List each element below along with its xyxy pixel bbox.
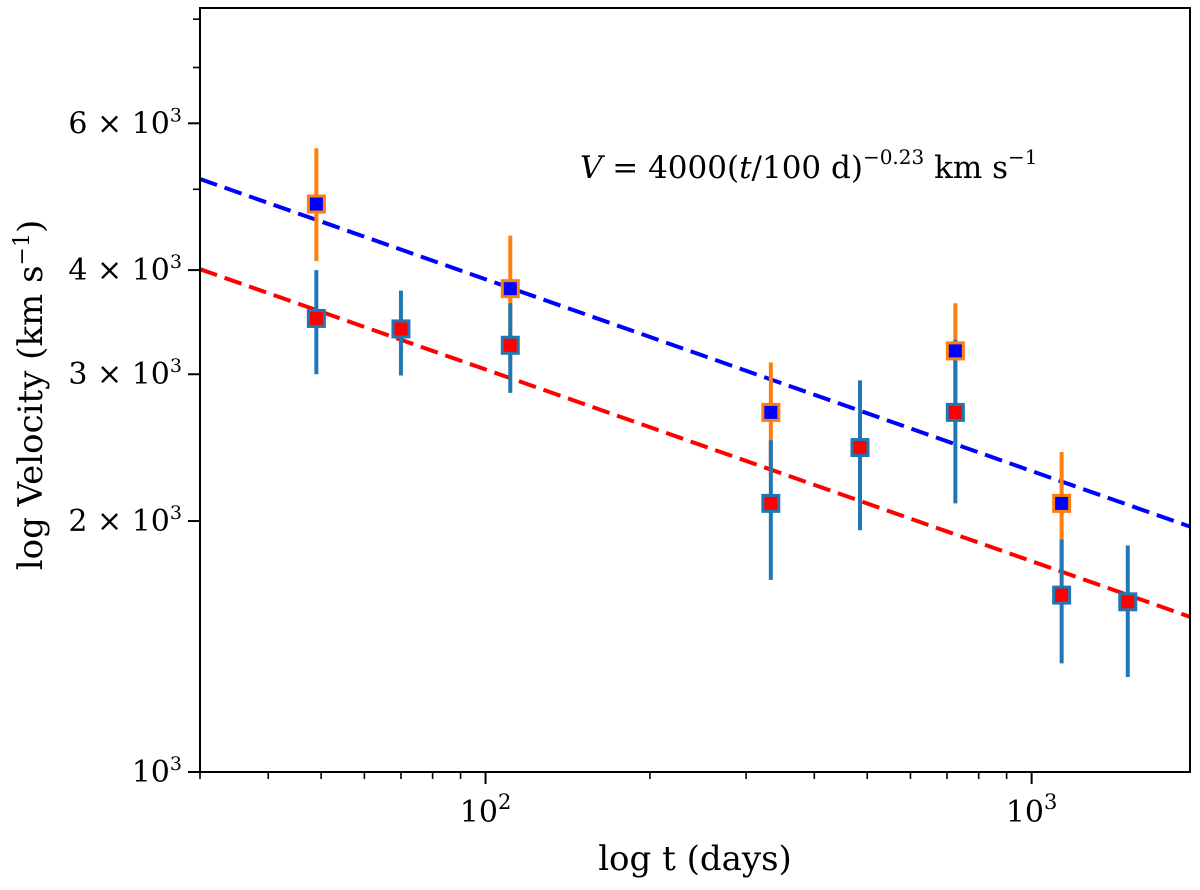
blue-orange-marker bbox=[1052, 493, 1072, 513]
y-tick-label: 4 × 103 bbox=[68, 251, 182, 288]
fit-annotation: V = 4000(t/100 d)−0.23 km s−1 bbox=[580, 145, 1038, 186]
plot-frame bbox=[199, 7, 1191, 773]
tick-labels: 102 103 103 2 × 103 3 × 103 4 × 103 6 × 103 bbox=[68, 104, 1057, 830]
x-tick-label: 102 bbox=[460, 790, 512, 830]
x-tick-label: 103 bbox=[1006, 790, 1058, 830]
red-blue-marker bbox=[761, 493, 781, 513]
y-tick-label: 103 bbox=[132, 753, 182, 790]
blue-orange-marker bbox=[945, 341, 965, 361]
red-blue-marker bbox=[945, 402, 965, 422]
blue-orange-marker bbox=[306, 194, 326, 214]
data-points bbox=[306, 148, 1138, 678]
red-fit-line bbox=[199, 267, 1191, 619]
blue-fit-line bbox=[199, 177, 1191, 529]
ticks-layer bbox=[188, 18, 1033, 784]
blue-orange-marker bbox=[500, 279, 520, 299]
y-tick-label: 2 × 103 bbox=[68, 502, 182, 539]
y-axis-label: log Velocity (km s−1) bbox=[10, 220, 51, 570]
red-blue-marker bbox=[500, 335, 520, 355]
red-blue-marker bbox=[1118, 592, 1138, 612]
red-blue-marker bbox=[391, 319, 411, 339]
red-blue-marker bbox=[850, 438, 870, 458]
x-axis-label: log t (days) bbox=[598, 839, 792, 879]
fit-lines bbox=[199, 177, 1191, 619]
blue-orange-marker bbox=[761, 402, 781, 422]
y-tick-label: 3 × 103 bbox=[68, 355, 182, 392]
red-blue-marker bbox=[306, 308, 326, 328]
red-blue-marker bbox=[1052, 585, 1072, 605]
y-tick-label: 6 × 103 bbox=[68, 104, 182, 141]
